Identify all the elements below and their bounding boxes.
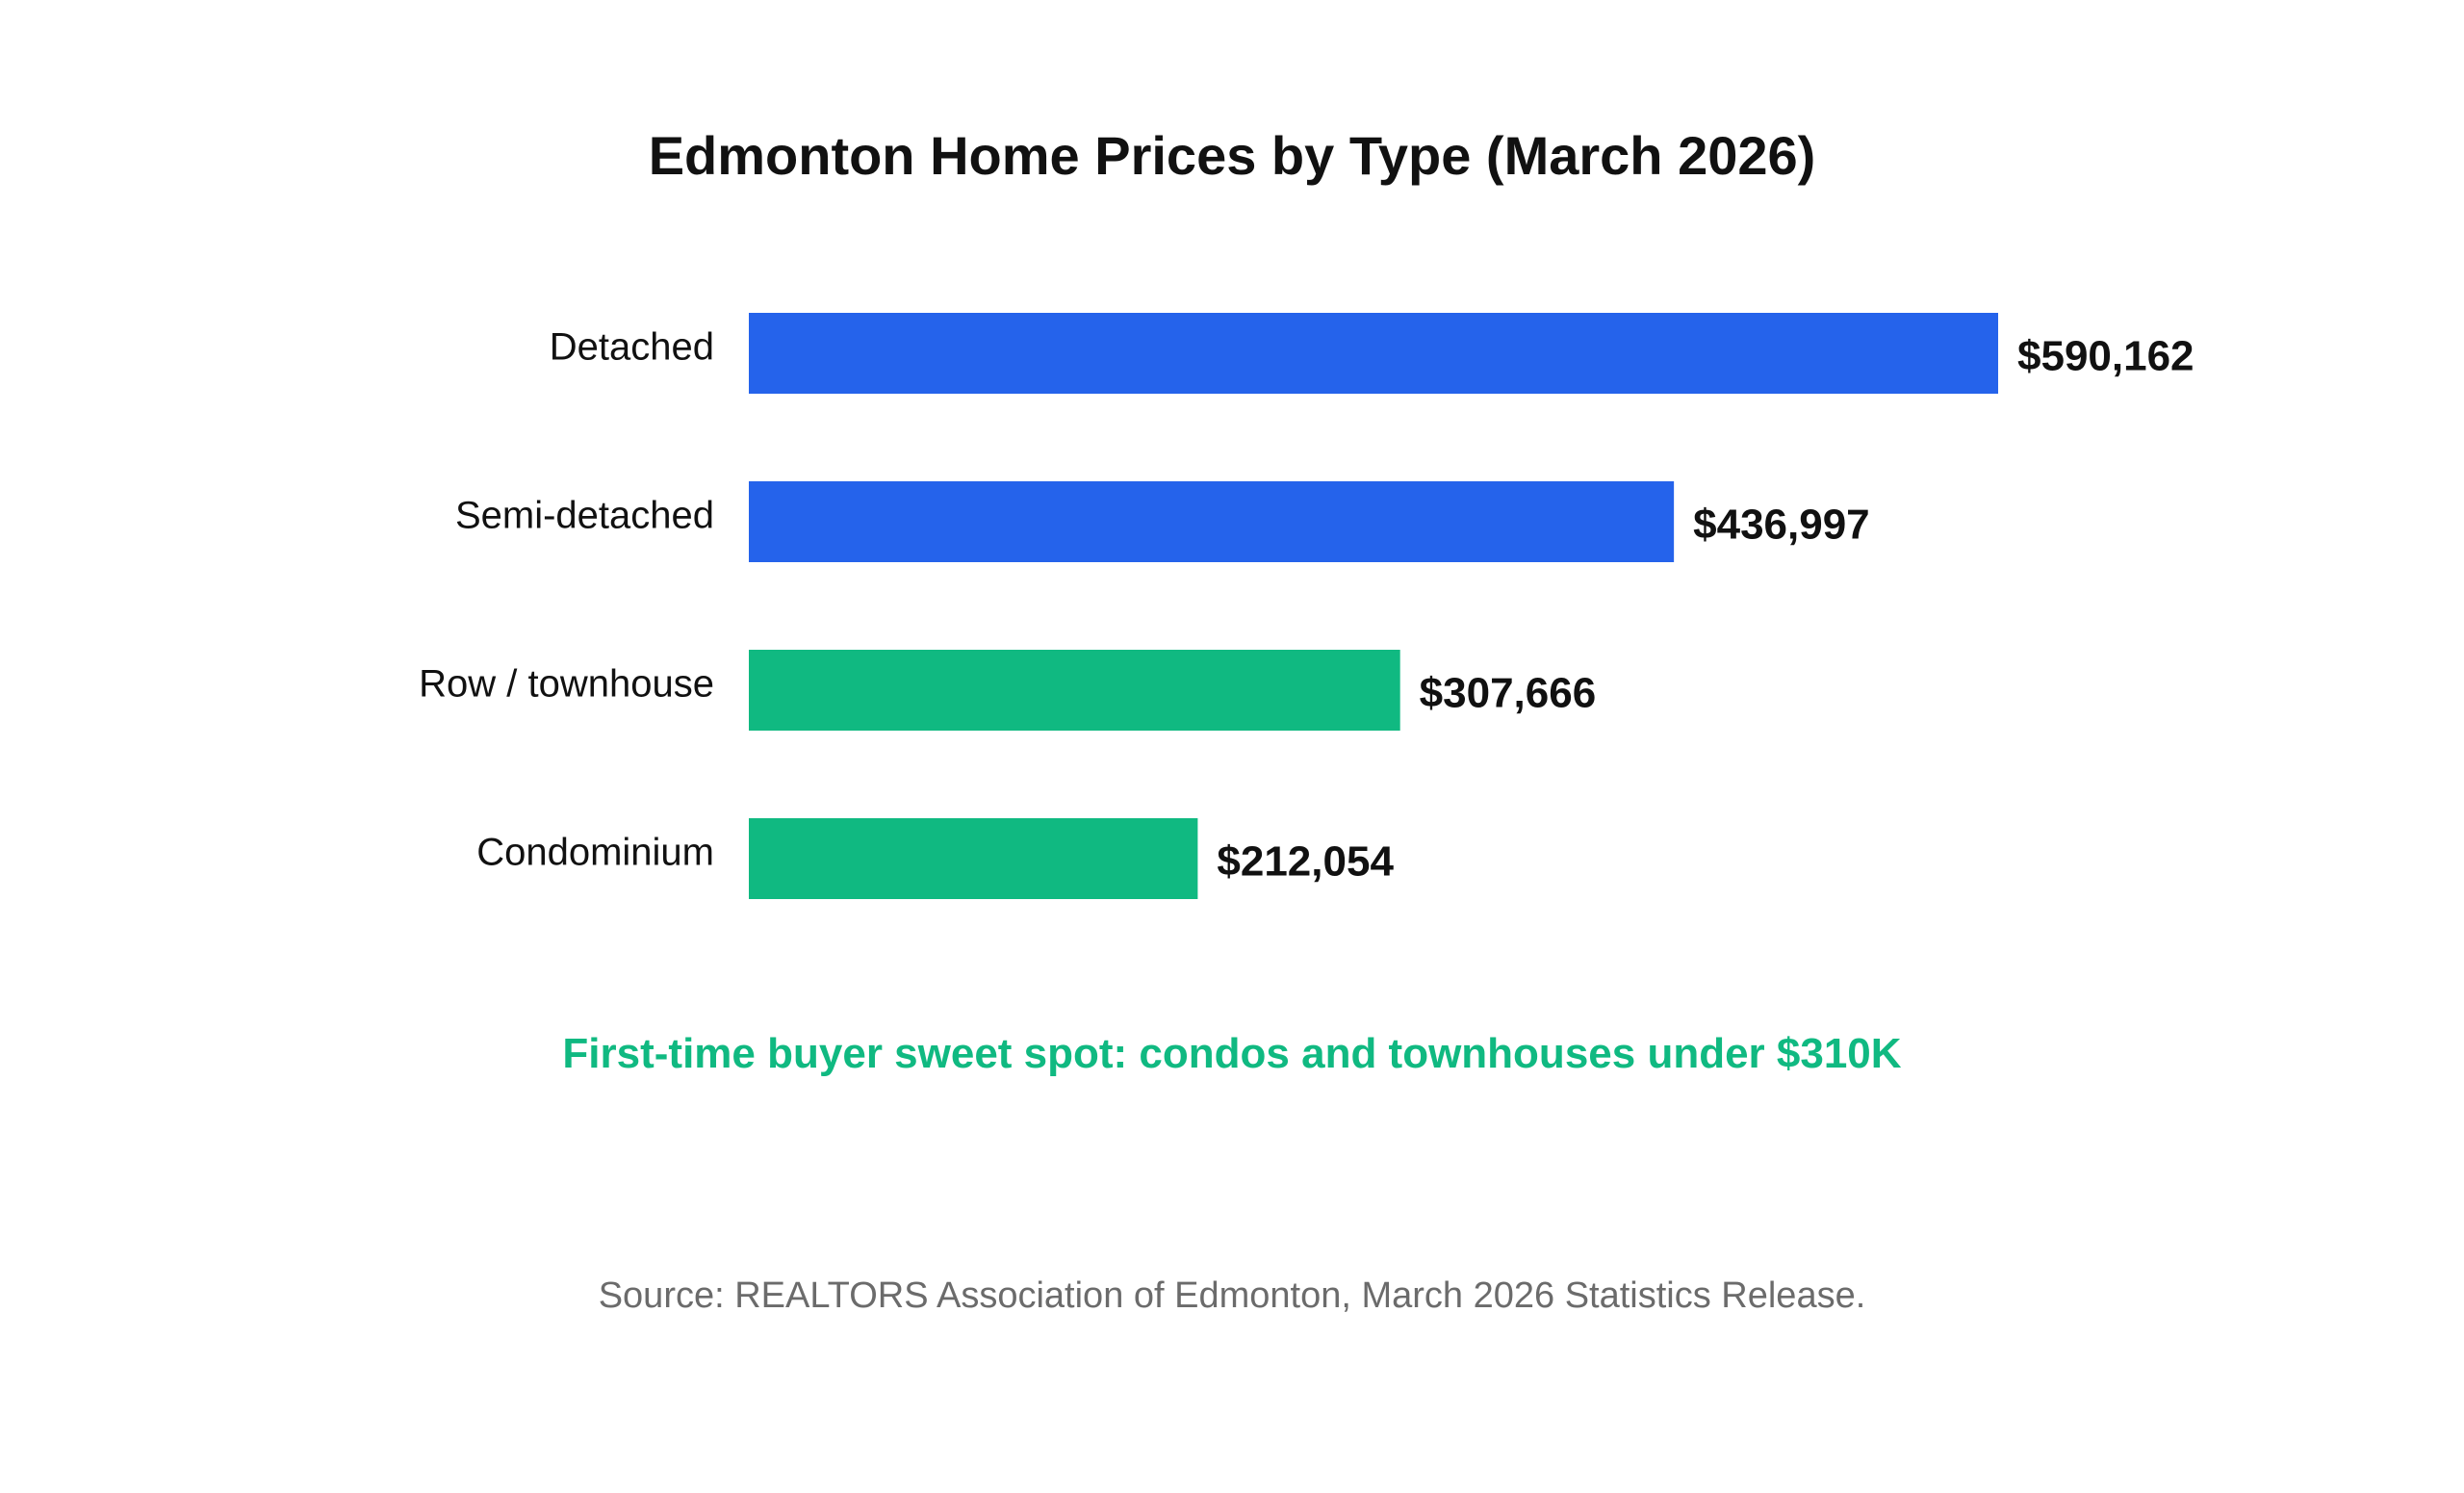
source-note: Source: REALTORS Association of Edmonton… <box>598 1275 1866 1316</box>
bar-condominium <box>749 818 1198 899</box>
category-label: Detached <box>550 326 714 369</box>
bar-semi-detached <box>749 481 1675 562</box>
category-label: Row / townhouse <box>419 663 714 706</box>
chart-title: Edmonton Home Prices by Type (March 2026… <box>648 125 1816 186</box>
category-label: Semi-detached <box>455 495 714 537</box>
bar-detached <box>749 313 1998 394</box>
value-label: $307,666 <box>1420 670 1597 717</box>
value-label: $590,162 <box>2017 333 2194 380</box>
category-label: Condominium <box>476 832 714 874</box>
bar-row-townhouse <box>749 650 1400 731</box>
value-label: $212,054 <box>1217 838 1394 886</box>
value-label: $436,997 <box>1693 502 1870 549</box>
callout-text: First-time buyer sweet spot: condos and … <box>562 1030 1902 1077</box>
